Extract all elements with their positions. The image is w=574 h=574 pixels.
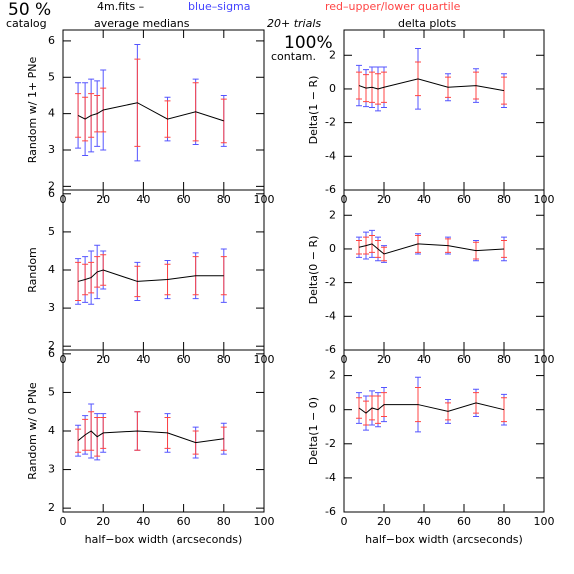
y-tick-label: 5 — [48, 225, 55, 238]
x-tick-label: 40 — [136, 353, 150, 366]
x-tick-label: 60 — [177, 515, 191, 528]
x-tick-label: 60 — [457, 193, 471, 206]
x-tick-label: 80 — [217, 353, 231, 366]
x-axis-label: half−box width (arcseconds) — [85, 533, 243, 546]
y-axis-label: Delta(1 − 0) — [307, 397, 320, 465]
y-tick-label: -4 — [325, 309, 336, 322]
median-line — [77, 430, 224, 444]
y-tick-label: 5 — [48, 70, 55, 83]
percent: 50 % — [8, 0, 51, 20]
x-tick-label: 80 — [497, 515, 511, 528]
y-axis-label: Random — [26, 247, 39, 293]
panel-frame — [62, 189, 265, 351]
y-tick-label: 4 — [48, 263, 55, 276]
x-tick-label: 20 — [96, 515, 110, 528]
x-tick-label: 0 — [341, 515, 348, 528]
y-axis-label: Delta(0 − R) — [307, 236, 320, 305]
panel-frame — [343, 349, 545, 513]
y-tick-label: -2 — [325, 437, 336, 450]
median-line — [358, 243, 505, 255]
y-tick-label: 2 — [48, 501, 55, 514]
y-tick-label: -2 — [325, 276, 336, 289]
y-tick-label: -6 — [325, 343, 336, 356]
x-tick-label: 20 — [96, 193, 110, 206]
x-tick-label: 60 — [177, 353, 191, 366]
file: 4m.fits – — [97, 0, 144, 13]
median-line — [358, 78, 505, 92]
y-tick-label: 2 — [329, 48, 336, 61]
quartile-legend: red–upper/lower quartile — [325, 0, 461, 13]
y-tick-label: 4 — [48, 424, 55, 437]
quartile-errorbar — [75, 261, 82, 301]
x-tick-label: 20 — [377, 193, 391, 206]
x-tick-label: 100 — [254, 515, 275, 528]
y-tick-label: 3 — [48, 463, 55, 476]
panel-frame — [343, 189, 545, 351]
medians: average medians — [94, 17, 190, 30]
x-tick-label: 0 — [60, 515, 67, 528]
x-tick-label: 20 — [96, 353, 110, 366]
y-tick-label: 3 — [48, 301, 55, 314]
quartile-errorbar — [501, 240, 507, 258]
y-axis-label: Random w/ 1+ PNe — [26, 56, 39, 163]
y-tick-label: 2 — [48, 179, 55, 192]
y-tick-label: 6 — [48, 187, 55, 200]
y-tick-label: -6 — [325, 505, 336, 518]
x-tick-label: 80 — [217, 515, 231, 528]
x-tick-label: 80 — [497, 193, 511, 206]
y-tick-label: 2 — [329, 208, 336, 221]
y-tick-label: 0 — [329, 242, 336, 255]
y-tick-label: -4 — [325, 149, 336, 162]
x-tick-label: 80 — [497, 353, 511, 366]
y-axis-label: Random w/ 0 PNe — [26, 382, 39, 480]
x-tick-label: 40 — [417, 193, 431, 206]
y-tick-label: 2 — [48, 339, 55, 352]
panel-frame — [62, 349, 265, 513]
y-tick-label: 0 — [329, 403, 336, 416]
x-tick-label: 40 — [136, 515, 150, 528]
x-tick-label: 20 — [377, 515, 391, 528]
x-tick-label: 40 — [417, 515, 431, 528]
delta-title: delta plots — [398, 17, 456, 30]
panel-frame — [62, 29, 265, 191]
y-tick-label: 6 — [48, 347, 55, 360]
x-tick-label: 40 — [417, 353, 431, 366]
y-tick-label: 3 — [48, 143, 55, 156]
panel-frame — [343, 29, 545, 191]
contam-percent: 100% — [284, 33, 333, 53]
x-tick-label: 100 — [534, 515, 555, 528]
quartile-errorbar — [220, 98, 227, 144]
x-tick-label: 20 — [377, 353, 391, 366]
y-tick-label: 4 — [48, 107, 55, 120]
median-line — [77, 102, 224, 122]
x-tick-label: 60 — [177, 193, 191, 206]
x-tick-label: 40 — [136, 193, 150, 206]
y-tick-label: 5 — [48, 385, 55, 398]
x-tick-label: 60 — [457, 353, 471, 366]
contam: contam. — [271, 50, 316, 63]
trials: 20+ trials — [267, 17, 321, 30]
y-axis-label: Delta(1 − R) — [307, 76, 320, 145]
median-line — [358, 402, 505, 414]
catalog: catalog — [6, 17, 47, 30]
median-line — [77, 269, 224, 282]
y-tick-label: 6 — [48, 34, 55, 47]
x-tick-label: 60 — [457, 515, 471, 528]
x-axis-label: half−box width (arcseconds) — [365, 533, 523, 546]
y-tick-label: -2 — [325, 116, 336, 129]
x-tick-label: 80 — [217, 193, 231, 206]
y-tick-label: 2 — [329, 369, 336, 382]
y-tick-label: -6 — [325, 183, 336, 196]
sigma-legend: blue–sigma — [188, 0, 251, 13]
y-tick-label: -4 — [325, 471, 336, 484]
y-tick-label: 0 — [329, 82, 336, 95]
quartile-errorbar — [75, 428, 82, 453]
